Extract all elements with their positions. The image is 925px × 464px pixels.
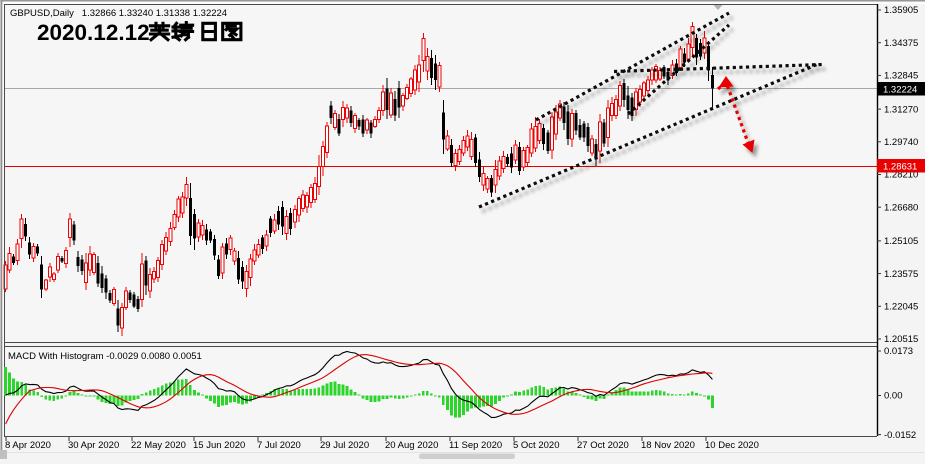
- svg-text:18 Nov 2020: 18 Nov 2020: [641, 440, 695, 451]
- svg-text:10 Dec 2020: 10 Dec 2020: [705, 440, 759, 451]
- svg-text:1.31270: 1.31270: [884, 104, 918, 115]
- svg-text:1.32845: 1.32845: [884, 71, 918, 82]
- svg-text:1.25105: 1.25105: [884, 236, 918, 247]
- svg-text:20 Aug 2020: 20 Aug 2020: [385, 440, 438, 451]
- svg-text:11 Sep 2020: 11 Sep 2020: [449, 440, 502, 451]
- svg-text:1.26680: 1.26680: [884, 202, 918, 213]
- svg-text:30 Apr 2020: 30 Apr 2020: [68, 440, 119, 451]
- svg-text:0.0173: 0.0173: [884, 346, 913, 357]
- svg-text:1.35905: 1.35905: [884, 5, 918, 16]
- svg-text:1.20515: 1.20515: [884, 334, 918, 345]
- svg-text:1.29740: 1.29740: [884, 137, 918, 148]
- svg-text:1.22045: 1.22045: [884, 302, 918, 313]
- svg-text:29 Jul 2020: 29 Jul 2020: [320, 440, 369, 451]
- svg-text:1.28210: 1.28210: [884, 170, 918, 181]
- svg-text:MACD With Histogram -0.0029 0.: MACD With Histogram -0.0029 0.0080 0.005…: [8, 351, 202, 362]
- svg-text:7 Jul 2020: 7 Jul 2020: [257, 440, 301, 451]
- svg-text:-0.0152: -0.0152: [884, 430, 916, 441]
- svg-text:1.34375: 1.34375: [884, 38, 918, 49]
- svg-text:1.23575: 1.23575: [884, 269, 918, 280]
- svg-text:GBPUSD,Daily 1.32866 1.33240: GBPUSD,Daily 1.32866 1.33240 1.31338 1.3…: [10, 8, 227, 19]
- svg-text:5 Oct 2020: 5 Oct 2020: [513, 440, 559, 451]
- svg-text:1.28631: 1.28631: [883, 162, 917, 173]
- svg-text:15 Jun 2020: 15 Jun 2020: [193, 440, 245, 451]
- svg-text:22 May 2020: 22 May 2020: [131, 440, 186, 451]
- svg-text:2020.12.12: 2020.12.12: [37, 20, 150, 45]
- svg-text:1.32224: 1.32224: [883, 85, 917, 96]
- svg-text:0.00: 0.00: [884, 391, 903, 402]
- svg-text:27 Oct 2020: 27 Oct 2020: [577, 440, 629, 451]
- svg-text:8 Apr 2020: 8 Apr 2020: [5, 440, 51, 451]
